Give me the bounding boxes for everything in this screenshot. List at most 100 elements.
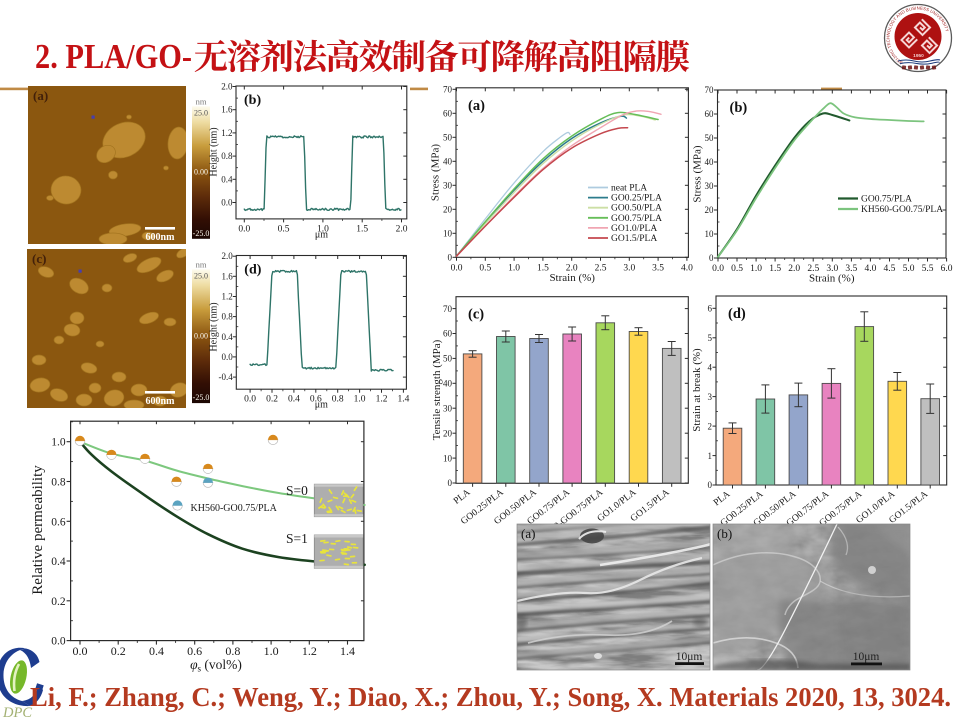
svg-text:30: 30: [705, 181, 715, 191]
svg-text:600nm: 600nm: [146, 232, 176, 243]
svg-text:GO0.75/PLA: GO0.75/PLA: [861, 195, 912, 205]
svg-text:4: 4: [708, 362, 713, 372]
svg-text:1.0: 1.0: [317, 224, 329, 234]
svg-text:3: 3: [708, 392, 713, 402]
svg-text:nm: nm: [196, 259, 207, 269]
svg-text:Li, F.; Zhang, C.; Weng, Y.; D: Li, F.; Zhang, C.; Weng, Y.; Diao, X.; Z…: [30, 682, 951, 712]
svg-text:2.5: 2.5: [595, 263, 607, 273]
svg-text:2. PLA/GO-: 2. PLA/GO-: [35, 38, 192, 76]
svg-text:1.2: 1.2: [222, 292, 233, 302]
svg-text:(d): (d): [244, 263, 261, 278]
svg-text:0.5: 0.5: [479, 263, 491, 273]
svg-text:(c): (c): [32, 251, 46, 266]
svg-text:70: 70: [443, 304, 453, 314]
svg-text:-25.0: -25.0: [193, 229, 210, 238]
svg-text:Strain (%): Strain (%): [809, 273, 855, 285]
svg-text:2.0: 2.0: [396, 224, 408, 234]
svg-text:0: 0: [709, 253, 714, 263]
svg-text:5.5: 5.5: [922, 264, 934, 274]
svg-text:1.0: 1.0: [264, 644, 279, 658]
svg-text:1950: 1950: [913, 53, 924, 59]
svg-text:(b): (b): [244, 93, 261, 108]
svg-text:30: 30: [443, 181, 453, 191]
svg-text:Stress (MPa): Stress (MPa): [430, 144, 442, 201]
svg-text:0.0: 0.0: [238, 224, 250, 234]
svg-text:4.0: 4.0: [681, 263, 693, 273]
svg-text:0.6: 0.6: [187, 644, 202, 658]
svg-text:20: 20: [705, 205, 715, 215]
svg-text:0.6: 0.6: [51, 516, 66, 528]
svg-text:1.4: 1.4: [397, 395, 409, 405]
svg-text:40: 40: [705, 157, 715, 167]
svg-text:4.5: 4.5: [884, 264, 896, 274]
svg-text:70: 70: [443, 85, 453, 95]
svg-text:0.4: 0.4: [221, 174, 233, 184]
svg-text:1.0: 1.0: [750, 264, 762, 274]
svg-text:0.2: 0.2: [266, 395, 278, 405]
svg-text:1.0: 1.0: [51, 437, 66, 449]
svg-text:φs (vol%): φs (vol%): [190, 657, 242, 674]
svg-text:0.00: 0.00: [194, 168, 208, 177]
svg-text:μm: μm: [315, 400, 328, 411]
svg-text:40: 40: [443, 379, 453, 389]
svg-text:70: 70: [705, 85, 715, 95]
svg-text:3.5: 3.5: [845, 264, 857, 274]
svg-text:GO0.25/PLA: GO0.25/PLA: [611, 194, 662, 204]
svg-text:0.0: 0.0: [73, 644, 88, 658]
svg-text:10μm: 10μm: [676, 651, 703, 663]
svg-text:5.0: 5.0: [903, 264, 915, 274]
svg-text:0.5: 0.5: [278, 224, 290, 234]
svg-text:10: 10: [443, 229, 453, 239]
svg-text:1.6: 1.6: [221, 105, 233, 115]
svg-text:Height (nm): Height (nm): [209, 302, 220, 351]
svg-text:6: 6: [708, 304, 713, 314]
svg-text:PLA: PLA: [452, 488, 472, 507]
svg-text:0.0: 0.0: [451, 263, 463, 273]
svg-text:(a): (a): [33, 88, 48, 103]
svg-text:GO1.0/PLA: GO1.0/PLA: [611, 224, 657, 234]
svg-text:nm: nm: [196, 96, 207, 106]
svg-text:0.4: 0.4: [149, 644, 164, 658]
svg-text:Strain at break (%): Strain at break (%): [691, 348, 703, 432]
svg-text:0.0: 0.0: [244, 395, 256, 405]
svg-text:2.0: 2.0: [221, 82, 233, 92]
svg-text:-25.0: -25.0: [193, 393, 210, 402]
svg-text:1.0: 1.0: [354, 395, 366, 405]
svg-text:40: 40: [443, 157, 453, 167]
svg-text:PLA: PLA: [712, 489, 732, 508]
svg-text:20: 20: [443, 205, 453, 215]
svg-text:2.0: 2.0: [222, 251, 234, 261]
svg-text:(c): (c): [468, 307, 484, 323]
svg-text:GO1.5/PLA: GO1.5/PLA: [611, 234, 657, 244]
svg-text:2: 2: [708, 421, 713, 431]
svg-text:neat PLA: neat PLA: [611, 184, 647, 194]
svg-text:0.8: 0.8: [332, 395, 344, 405]
svg-text:0.4: 0.4: [288, 395, 300, 405]
svg-text:10: 10: [443, 453, 453, 463]
svg-text:0.0: 0.0: [222, 352, 234, 362]
svg-text:(d): (d): [728, 306, 746, 322]
svg-text:Strain (%): Strain (%): [549, 272, 595, 284]
svg-text:0.4: 0.4: [51, 556, 66, 568]
svg-text:(a): (a): [521, 526, 535, 541]
svg-text:0.2: 0.2: [51, 596, 66, 608]
svg-text:0.2: 0.2: [111, 644, 126, 658]
svg-text:1.2: 1.2: [302, 644, 317, 658]
svg-text:(a): (a): [468, 98, 485, 114]
svg-text:1.5: 1.5: [537, 263, 549, 273]
svg-text:30: 30: [443, 403, 453, 413]
svg-text:50: 50: [705, 133, 715, 143]
svg-text:3.0: 3.0: [623, 263, 635, 273]
svg-text:1.6: 1.6: [222, 271, 234, 281]
svg-text:0: 0: [708, 480, 713, 490]
svg-text:6.0: 6.0: [941, 264, 953, 274]
svg-text:1.2: 1.2: [376, 395, 388, 405]
svg-text:10: 10: [705, 229, 715, 239]
svg-text:0: 0: [448, 478, 453, 488]
svg-text:3.0: 3.0: [826, 264, 838, 274]
svg-text:0.8: 0.8: [51, 476, 66, 488]
svg-text:S=0: S=0: [286, 483, 308, 498]
svg-text:1.5: 1.5: [356, 224, 368, 234]
svg-text:0.8: 0.8: [225, 644, 240, 658]
svg-text:GO0.75/PLA: GO0.75/PLA: [611, 214, 662, 224]
